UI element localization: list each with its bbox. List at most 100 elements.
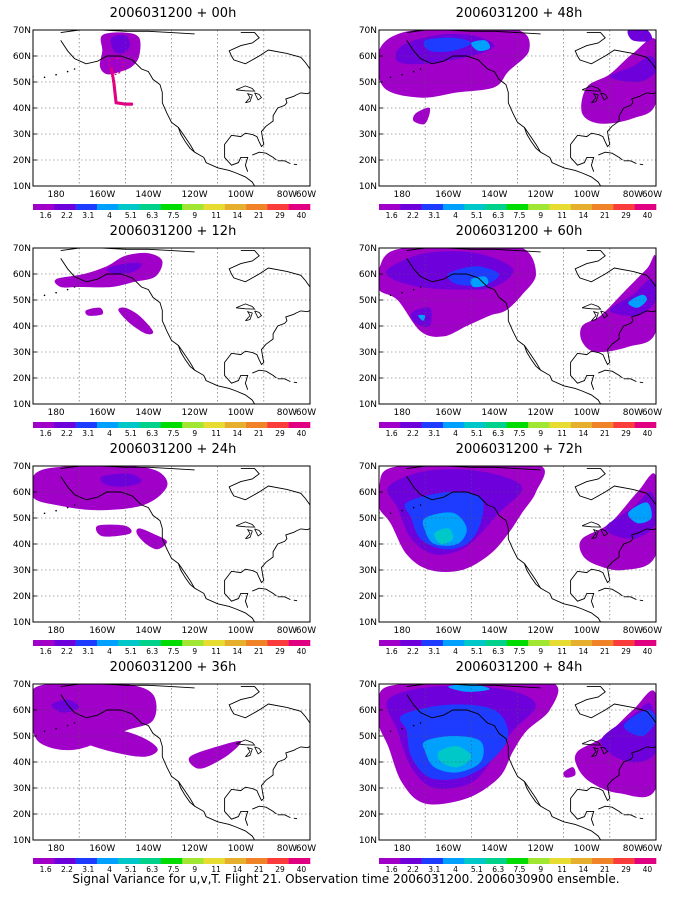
longitude-label: 120W	[528, 626, 554, 636]
shading-layer	[54, 252, 163, 335]
colorbar-label: 40	[297, 647, 307, 654]
colorbar-swatch	[246, 858, 268, 864]
forecast-map: 70N 60N 50N 40N 30N 20N 10N 180 160W 140W 120W 100W…	[359, 462, 662, 654]
colorbar-label: 9	[192, 647, 197, 654]
colorbar-label: 14	[579, 211, 589, 218]
longitude-label: 100W	[574, 408, 600, 418]
variance-shading	[188, 740, 242, 769]
coastlines	[379, 466, 656, 622]
colorbar-label: 29	[275, 429, 285, 436]
coastlines	[33, 466, 310, 622]
colorbar-swatch	[549, 640, 572, 646]
variance-shading	[609, 279, 656, 317]
colorbar-label: 5.1	[125, 647, 137, 654]
colorbar-swatch	[96, 422, 119, 428]
longitude-label: 120W	[182, 844, 208, 854]
colorbar-swatch	[549, 422, 572, 428]
latitude-label: 10N	[13, 182, 31, 192]
latitude-label: 70N	[13, 680, 31, 690]
colorbar-swatch	[634, 204, 657, 210]
longitude-label: 180	[393, 844, 410, 854]
variance-shading	[423, 37, 472, 52]
colorbar-swatch	[379, 422, 401, 428]
latitude-label: 40N	[359, 540, 377, 550]
colorbar-swatch	[634, 858, 657, 864]
colorbar-swatch	[464, 422, 486, 428]
longitude-label: 160W	[435, 190, 461, 200]
latitude-label: 60N	[359, 706, 377, 716]
latitude-label: 40N	[359, 758, 377, 768]
flight-track	[108, 57, 134, 106]
forecast-map: 70N 60N 50N 40N 30N 20N 10N 180 160W 140W 120W 100W…	[13, 244, 316, 436]
colorbar-swatch	[54, 204, 76, 210]
longitude-label: 160W	[89, 190, 115, 200]
coastlines	[33, 248, 310, 404]
colorbar: 1.6 2.2 3.1 4 5.1 6.3 7.5 9 11 14 21 29 40	[33, 422, 311, 436]
colorbar-swatch	[267, 640, 289, 646]
colorbar-label: 2.2	[407, 865, 419, 872]
colorbar-label: 4	[453, 211, 458, 218]
colorbar-label: 1.6	[386, 429, 398, 436]
colorbar-swatch	[33, 858, 55, 864]
latitude-label: 60N	[359, 270, 377, 280]
map-panel-36h: 2006031200 + 36h 70N 60N 50N 40N 30N 20N 10N 18…	[0, 654, 346, 873]
colorbar-label: 9	[192, 865, 197, 872]
colorbar-label: 1.6	[40, 429, 52, 436]
colorbar-swatch	[33, 422, 55, 428]
panel-title: 2006031200 + 12h	[109, 224, 237, 239]
colorbar-swatch	[634, 640, 657, 646]
colorbar-swatch	[75, 858, 98, 864]
longitude-label: 120W	[528, 844, 554, 854]
longitude-label: 180	[393, 408, 410, 418]
colorbar-label: 29	[621, 865, 631, 872]
colorbar-label: 6.3	[492, 647, 504, 654]
longitude-label: 160W	[89, 408, 115, 418]
colorbar-label: 40	[643, 865, 653, 872]
coastlines	[379, 30, 656, 186]
colorbar: 1.6 2.2 3.1 4 5.1 6.3 7.5 9 11 14 21 29 40	[33, 204, 311, 218]
colorbar-label: 21	[254, 211, 264, 218]
colorbar-label: 6.3	[146, 865, 158, 872]
colorbar-swatch	[570, 858, 593, 864]
colorbar-swatch	[421, 858, 444, 864]
colorbar-label: 5.1	[471, 429, 483, 436]
latitude-label: 30N	[13, 566, 31, 576]
colorbar-swatch	[224, 422, 247, 428]
latitude-label: 40N	[359, 322, 377, 332]
colorbar-label: 21	[254, 429, 264, 436]
variance-shading	[470, 276, 489, 288]
latitude-label: 30N	[359, 784, 377, 794]
variance-shading	[628, 502, 652, 524]
colorbar-label: 21	[600, 647, 610, 654]
colorbar-swatch	[160, 640, 183, 646]
colorbar-swatch	[442, 858, 465, 864]
colorbar-swatch	[592, 640, 614, 646]
colorbar-swatch	[267, 858, 289, 864]
colorbar-swatch	[528, 422, 550, 428]
colorbar-swatch	[33, 640, 55, 646]
longitude-label: 140W	[481, 190, 507, 200]
latitude-label: 30N	[13, 784, 31, 794]
colorbar: 1.6 2.2 3.1 4 5.1 6.3 7.5 9 11 14 21 29 40	[33, 640, 311, 654]
colorbar-label: 1.6	[40, 865, 52, 872]
shading-layer	[379, 30, 656, 125]
colorbar-swatch	[592, 422, 614, 428]
latitude-label: 70N	[359, 680, 377, 690]
latitude-label: 60N	[359, 52, 377, 62]
colorbar-swatch	[118, 204, 140, 210]
latitude-label: 20N	[359, 810, 377, 820]
latitude-label: 40N	[13, 322, 31, 332]
colorbar-swatch	[613, 204, 635, 210]
longitude-label: 140W	[481, 844, 507, 854]
latitude-label: 40N	[13, 758, 31, 768]
latitude-label: 30N	[359, 348, 377, 358]
colorbar-swatch	[75, 204, 98, 210]
colorbar-label: 4	[453, 429, 458, 436]
colorbar-swatch	[442, 422, 465, 428]
colorbar-swatch	[139, 422, 162, 428]
latitude-label: 60N	[359, 488, 377, 498]
longitude-label: 120W	[528, 190, 554, 200]
variance-shading	[106, 262, 142, 275]
colorbar: 1.6 2.2 3.1 4 5.1 6.3 7.5 9 11 14 21 29 40	[379, 422, 657, 436]
longitude-label: 100W	[228, 626, 254, 636]
